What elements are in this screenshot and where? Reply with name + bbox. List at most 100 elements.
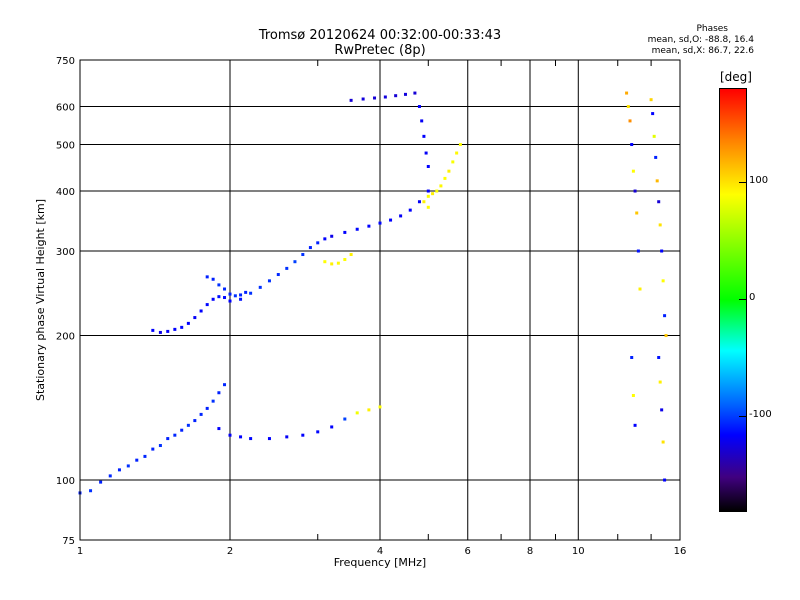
points-layer — [78, 91, 668, 495]
x-tick-label: 10 — [572, 546, 585, 557]
data-point — [285, 266, 289, 270]
data-point — [660, 408, 664, 412]
stats-heading: Phases — [696, 24, 728, 34]
data-point — [223, 287, 227, 291]
data-point — [316, 241, 320, 245]
data-point — [293, 260, 297, 264]
data-point — [631, 394, 635, 398]
data-point — [651, 112, 655, 116]
data-point — [413, 91, 417, 95]
data-point — [239, 297, 243, 301]
data-point — [205, 406, 209, 410]
data-point — [630, 355, 634, 359]
data-point — [658, 223, 662, 227]
data-point — [193, 316, 197, 320]
data-point — [361, 97, 365, 101]
colorbar — [719, 88, 747, 512]
data-point — [166, 329, 170, 333]
data-point — [223, 383, 227, 387]
data-point — [249, 437, 253, 441]
data-point — [655, 179, 659, 183]
data-point — [151, 328, 155, 332]
data-point — [126, 464, 130, 468]
data-point — [99, 480, 103, 484]
data-point — [403, 92, 407, 96]
data-point — [408, 208, 412, 212]
data-point — [193, 419, 197, 423]
data-point — [316, 430, 320, 434]
data-point — [367, 224, 371, 228]
y-tick-label: 500 — [56, 141, 75, 152]
y-tick-label: 100 — [56, 476, 75, 487]
data-point — [657, 200, 661, 204]
y-tick-label: 750 — [56, 56, 75, 67]
data-point — [180, 325, 184, 329]
data-point — [233, 294, 237, 298]
data-point — [443, 176, 447, 180]
data-point — [633, 189, 637, 193]
data-point — [211, 277, 215, 281]
data-point — [308, 246, 312, 250]
data-point — [258, 285, 262, 289]
data-point — [649, 98, 653, 102]
data-point — [661, 440, 665, 444]
data-point — [417, 105, 421, 109]
data-point — [399, 214, 403, 218]
data-point — [633, 423, 637, 427]
data-point — [389, 218, 393, 222]
data-point — [117, 468, 121, 472]
data-point — [652, 134, 656, 138]
x-tick-label: 2 — [227, 546, 233, 557]
data-point — [349, 253, 353, 257]
data-point — [135, 458, 139, 462]
data-point — [217, 391, 221, 395]
data-point — [654, 155, 658, 159]
data-point — [424, 151, 428, 155]
data-point — [355, 227, 359, 231]
data-point — [426, 189, 430, 193]
data-point — [217, 427, 221, 431]
x-axis-ticks: 1 2 4 6 8 10 16 — [77, 60, 686, 557]
data-point — [301, 253, 305, 257]
data-point — [658, 380, 662, 384]
data-point — [301, 433, 305, 437]
data-point — [343, 417, 347, 421]
title-line-2: RwPretec (8p) — [334, 43, 426, 58]
y-axis-label: Stationary phase Virtual Height [km] — [34, 199, 47, 401]
data-point — [158, 330, 162, 334]
data-point — [276, 273, 280, 277]
data-point — [217, 283, 221, 287]
data-point — [426, 194, 430, 198]
data-point — [660, 249, 664, 253]
data-point — [199, 412, 203, 416]
data-point — [420, 119, 424, 123]
data-point — [636, 249, 640, 253]
colorbar-tick-mark — [739, 181, 747, 183]
x-tick-label: 6 — [465, 546, 471, 557]
data-point — [205, 275, 209, 279]
data-point — [239, 293, 243, 297]
data-point — [223, 296, 227, 300]
data-point — [663, 478, 667, 482]
data-point — [451, 160, 455, 164]
data-point — [330, 425, 334, 429]
data-point — [426, 164, 430, 168]
data-point — [228, 299, 232, 303]
colorbar-tick-label: 100 — [749, 174, 769, 186]
x-tick-label: 8 — [527, 546, 533, 557]
data-point — [663, 314, 667, 318]
data-point — [373, 96, 377, 100]
data-point — [205, 303, 209, 307]
grid-layer — [80, 60, 680, 540]
data-point — [336, 261, 340, 265]
data-point — [435, 189, 439, 193]
data-point — [267, 437, 271, 441]
colorbar-tick-label: 0 — [749, 292, 756, 303]
data-point — [267, 279, 271, 283]
x-tick-label: 4 — [377, 546, 383, 557]
colorbar-title: [deg] — [720, 70, 752, 84]
data-point — [330, 262, 334, 266]
y-tick-label: 300 — [56, 247, 75, 258]
data-point — [173, 327, 177, 331]
data-point — [664, 334, 668, 338]
